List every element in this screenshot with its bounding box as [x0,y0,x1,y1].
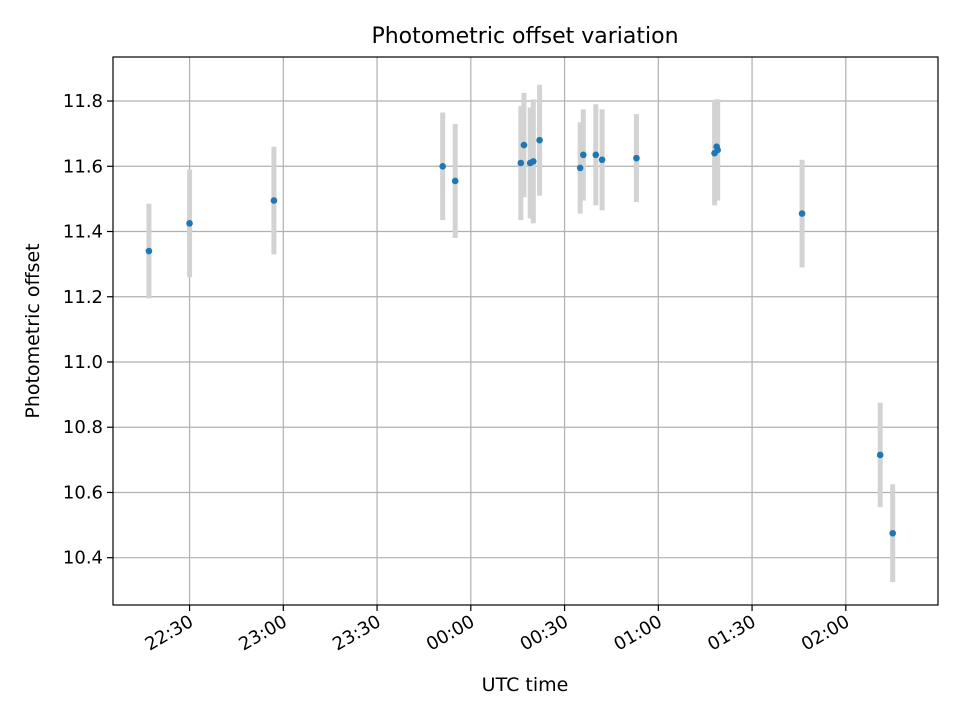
data-point [517,159,525,167]
y-tick-label: 11.2 [63,287,103,308]
data-point [536,136,543,144]
data-point [576,164,584,172]
data-point [592,151,600,159]
data-point [439,162,446,170]
data-point [798,210,806,217]
data-point [714,146,721,154]
y-tick-label: 11.0 [63,352,103,373]
x-axis-label: UTC time [482,674,569,696]
y-tick-label: 10.6 [63,482,103,503]
data-point [520,141,528,149]
y-axis-ticks: 10.4 10.6 10.8 11.0 11.2 11.4 11.6 11.8 [63,91,113,569]
y-tick-label: 10.8 [63,417,103,438]
plot-frame [112,56,939,606]
y-axis-label: Photometric offset [22,243,44,418]
y-tick-label: 11.6 [63,156,103,177]
y-tick-label: 11.4 [63,222,103,243]
data-points [145,136,896,537]
data-point [451,177,459,185]
data-point [633,154,640,162]
gridlines [113,57,938,605]
data-point [530,158,537,165]
data-point [580,151,587,159]
y-tick-label: 11.8 [63,91,103,112]
data-point [598,156,606,164]
data-point [186,220,193,227]
data-point [876,451,884,459]
data-point [145,247,153,255]
data-point [889,529,896,537]
chart-title: Photometric offset variation [371,24,678,49]
data-point [270,197,278,204]
y-tick-label: 10.4 [63,548,103,569]
